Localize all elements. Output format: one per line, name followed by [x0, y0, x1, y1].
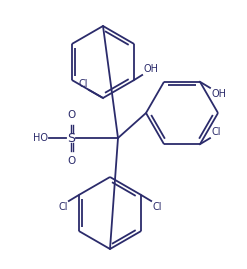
Text: Cl: Cl — [58, 202, 68, 212]
Text: Cl: Cl — [79, 79, 88, 89]
Text: OH: OH — [211, 89, 226, 99]
Text: Cl: Cl — [152, 202, 162, 212]
Text: S: S — [67, 132, 75, 144]
Text: Cl: Cl — [211, 127, 221, 137]
Text: O: O — [67, 110, 75, 120]
Text: HO: HO — [33, 133, 48, 143]
Text: O: O — [67, 156, 75, 166]
Text: OH: OH — [143, 64, 158, 74]
